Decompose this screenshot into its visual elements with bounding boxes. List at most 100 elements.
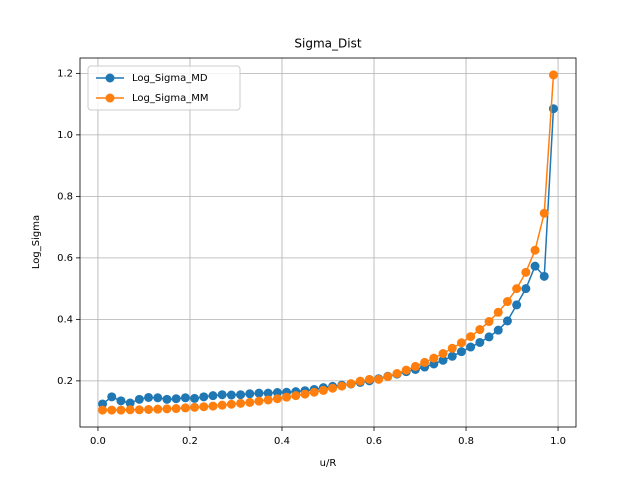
point <box>502 316 512 326</box>
point <box>539 208 549 218</box>
point <box>355 376 365 386</box>
point <box>107 405 117 415</box>
point <box>291 391 301 401</box>
point <box>502 297 512 307</box>
point <box>530 261 540 271</box>
point <box>98 405 108 415</box>
point <box>521 267 531 277</box>
point <box>410 361 420 371</box>
legend-box <box>87 65 241 111</box>
point <box>438 355 448 365</box>
point <box>217 400 227 410</box>
point <box>475 325 485 335</box>
point <box>392 368 402 378</box>
point <box>420 357 430 367</box>
point <box>530 245 540 255</box>
legend-marker <box>105 93 115 103</box>
point <box>208 401 218 411</box>
point <box>539 271 549 281</box>
point <box>144 392 154 402</box>
point <box>309 387 319 397</box>
point <box>318 385 328 395</box>
point <box>328 383 338 393</box>
point <box>180 393 190 403</box>
point <box>226 399 236 409</box>
point <box>475 337 485 347</box>
y-tick-label: 0.6 <box>57 253 73 264</box>
point <box>512 284 522 294</box>
point <box>346 379 356 389</box>
point <box>401 365 411 375</box>
point <box>107 392 117 402</box>
point <box>548 70 558 80</box>
point <box>429 353 439 363</box>
point <box>300 389 310 399</box>
point <box>456 338 466 348</box>
point <box>226 390 236 400</box>
point <box>447 343 457 353</box>
point <box>254 388 264 398</box>
x-tick-label: 1.0 <box>550 436 566 447</box>
point <box>438 349 448 359</box>
point <box>134 394 144 404</box>
point <box>374 374 384 384</box>
point <box>484 317 494 327</box>
point <box>116 405 126 415</box>
point <box>190 393 200 403</box>
point <box>144 404 154 414</box>
y-tick-label: 1.0 <box>57 130 73 141</box>
x-tick-label: 0.4 <box>274 436 290 447</box>
point <box>447 351 457 361</box>
point <box>282 392 292 402</box>
point <box>466 332 476 342</box>
point <box>512 300 522 310</box>
point <box>521 284 531 294</box>
point <box>236 398 246 408</box>
point <box>162 404 172 414</box>
y-tick-label: 0.2 <box>57 376 73 387</box>
axes-frame <box>79 57 577 428</box>
point <box>493 307 503 317</box>
point <box>171 394 181 404</box>
x-tick-label: 0.8 <box>458 436 474 447</box>
point <box>162 394 172 404</box>
point <box>254 396 264 406</box>
x-tick-label: 0.6 <box>366 436 382 447</box>
y-tick-label: 0.8 <box>57 191 73 202</box>
point <box>125 398 135 408</box>
x-tick-label: 0.0 <box>90 436 106 447</box>
point <box>190 402 200 412</box>
point <box>153 404 163 414</box>
x-axis-label: u/R <box>320 458 337 469</box>
point <box>484 332 494 342</box>
point <box>493 325 503 335</box>
point <box>208 391 218 401</box>
point <box>199 402 209 412</box>
point <box>245 389 255 399</box>
point <box>217 390 227 400</box>
legend-marker <box>105 73 115 83</box>
point <box>199 392 209 402</box>
point <box>383 372 393 382</box>
point <box>153 393 163 403</box>
point <box>236 390 246 400</box>
point <box>245 397 255 407</box>
legend-label: Log_Sigma_MD <box>132 73 208 84</box>
y-tick-label: 1.2 <box>57 68 73 79</box>
point <box>272 388 282 398</box>
point <box>125 405 135 415</box>
point <box>263 395 273 405</box>
point <box>263 388 273 398</box>
point <box>337 381 347 391</box>
point <box>364 374 374 384</box>
point <box>134 405 144 415</box>
y-axis-label: Log_Sigma <box>31 215 42 269</box>
x-tick-label: 0.2 <box>182 436 198 447</box>
point <box>171 404 181 414</box>
point <box>116 396 126 406</box>
y-tick-label: 0.4 <box>57 314 73 325</box>
point <box>272 394 282 404</box>
point <box>98 399 108 409</box>
point <box>466 342 476 352</box>
